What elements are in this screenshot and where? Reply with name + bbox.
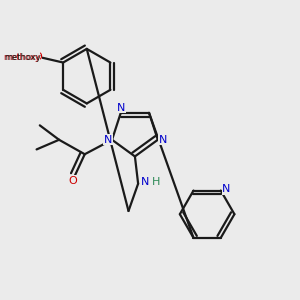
Text: N: N (141, 177, 149, 188)
Text: methoxy: methoxy (3, 52, 40, 62)
Text: N: N (159, 135, 167, 145)
Text: O: O (68, 176, 77, 186)
Text: N: N (222, 184, 231, 194)
Text: N: N (104, 135, 112, 145)
Text: N: N (117, 103, 125, 113)
Text: O: O (33, 52, 42, 62)
Text: H: H (152, 177, 160, 188)
Text: methoxy: methoxy (4, 52, 41, 62)
